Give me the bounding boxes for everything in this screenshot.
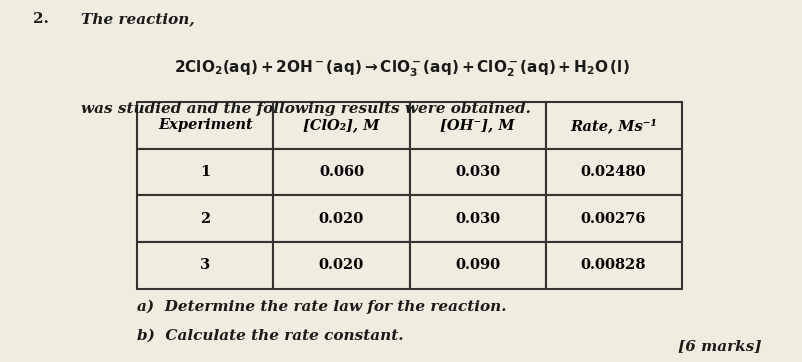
Text: a)  Determine the rate law for the reaction.: a) Determine the rate law for the reacti… <box>137 299 506 314</box>
Text: b)  Calculate the rate constant.: b) Calculate the rate constant. <box>137 328 403 342</box>
Text: [6 marks]: [6 marks] <box>677 340 760 353</box>
Text: The reaction,: The reaction, <box>81 12 195 26</box>
Text: 2.: 2. <box>34 12 49 26</box>
Text: $\mathbf{2ClO_2(aq) + 2OH^-(aq) \rightarrow ClO_3^-(aq) + ClO_2^-(aq) + H_2O\,(l: $\mathbf{2ClO_2(aq) + 2OH^-(aq) \rightar… <box>173 59 629 79</box>
Text: was studied and the following results were obtained.: was studied and the following results we… <box>81 102 531 116</box>
